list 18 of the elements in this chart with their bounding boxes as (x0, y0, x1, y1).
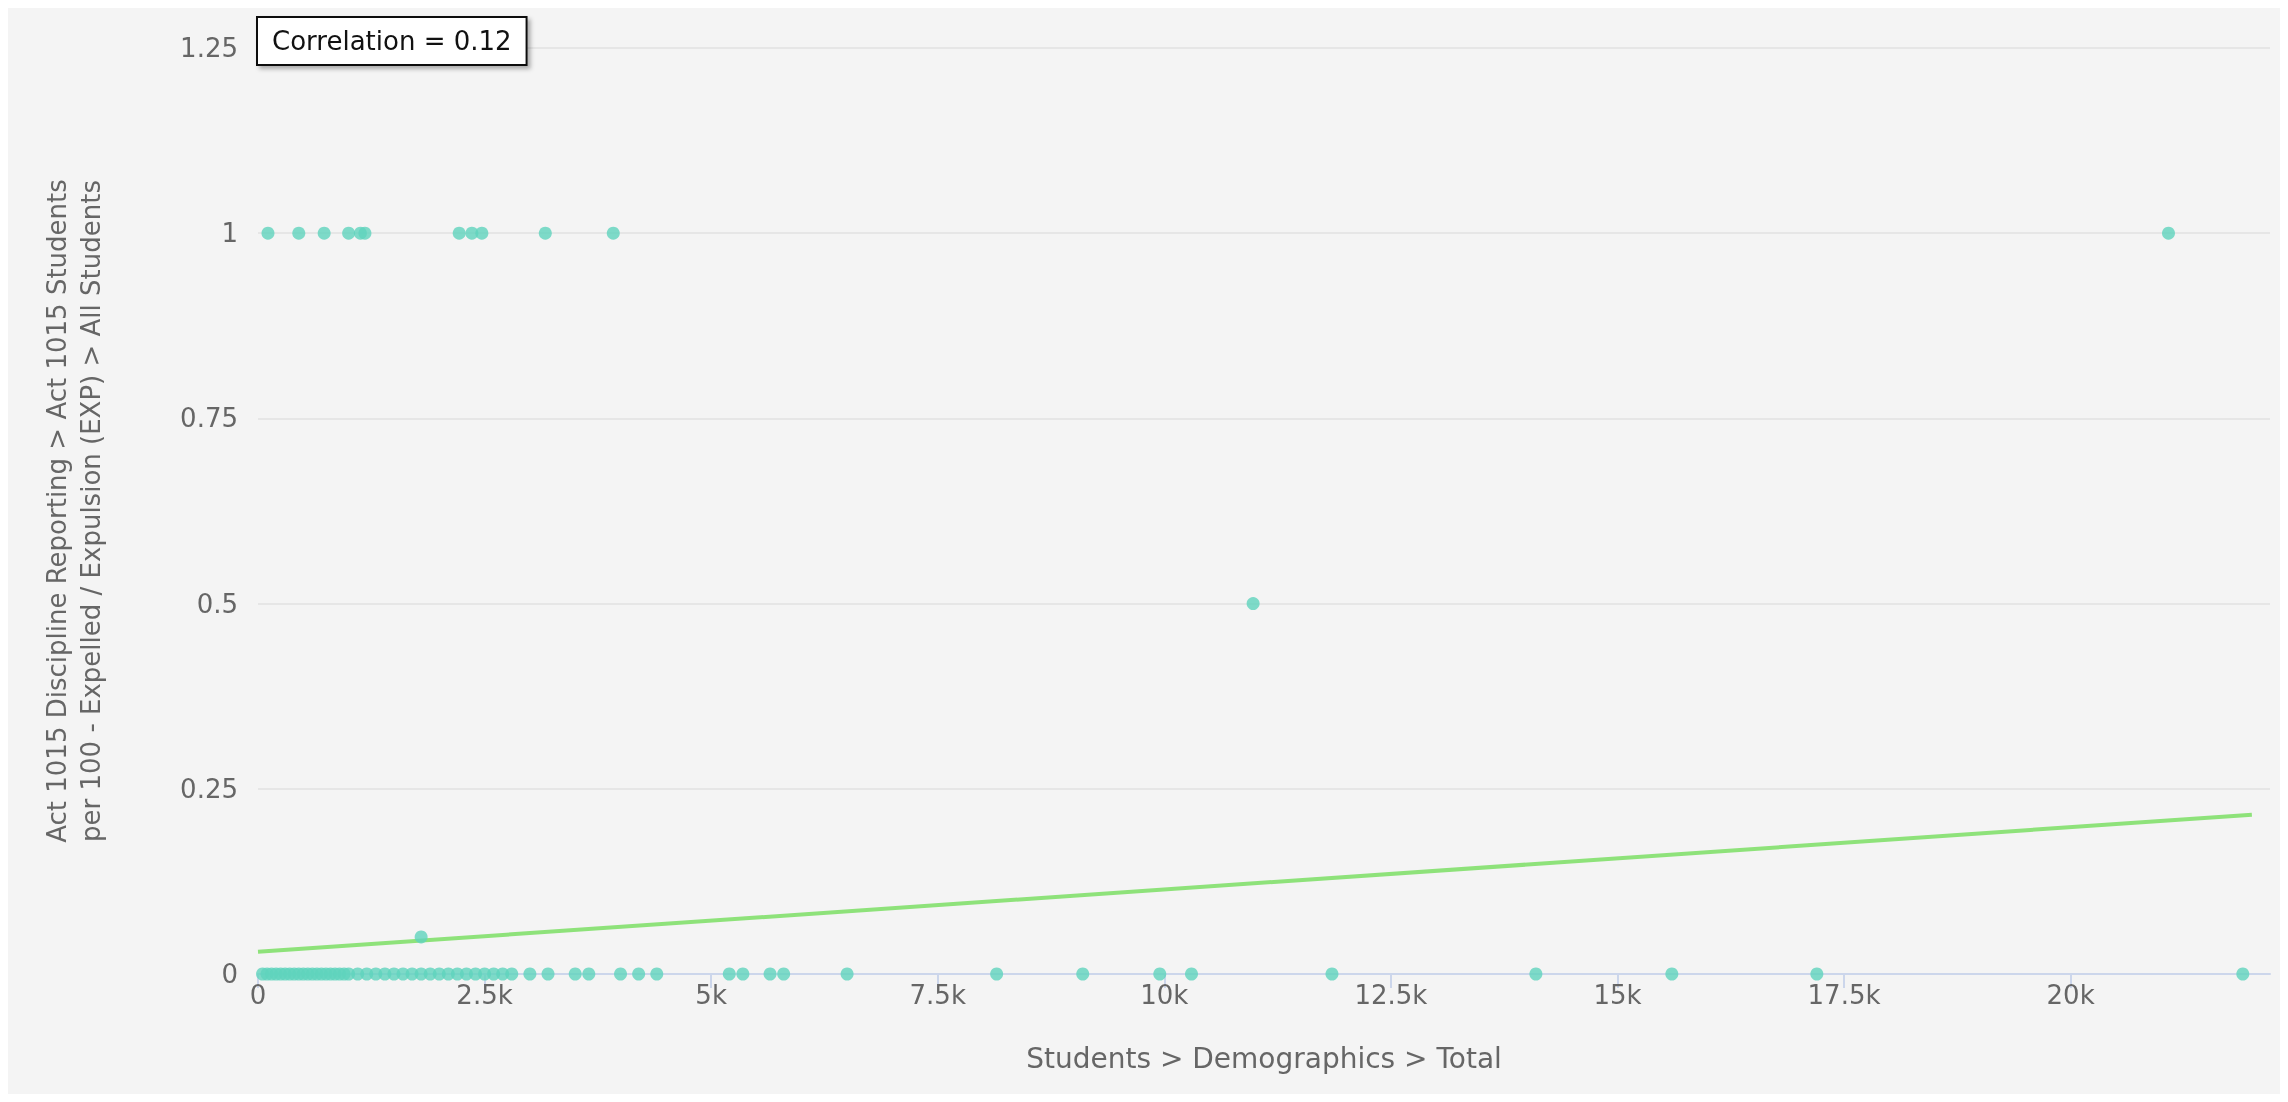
x-tick-label: 12.5k (1354, 980, 1428, 1010)
x-tick-label: 7.5k (909, 980, 966, 1010)
x-tick-label: 0 (249, 980, 267, 1010)
y-tick-label: 0 (221, 959, 238, 989)
y-tick-label: 0.25 (180, 773, 238, 804)
x-tick-label: 17.5k (1807, 980, 1881, 1010)
y-tick-label: 1.25 (180, 33, 238, 63)
x-tick-label: 15k (1593, 980, 1642, 1010)
x-tick-label: 20k (2046, 980, 2095, 1010)
x-tick-label: 10k (1140, 980, 1189, 1010)
y-tick-label: 0.75 (180, 403, 238, 434)
x-tick-label: 5k (695, 980, 727, 1010)
annotation: Correlation = 0.12 (272, 26, 512, 56)
x-axis-title: Students > Demographics > Total (1026, 1041, 1502, 1075)
y-axis-title: Act 1015 Discipline Reporting > Act 1015 Students per 100 - Expelled / Expulsion (EXP) > All Students (42, 179, 106, 843)
x-tick-label: 2.5k (456, 980, 513, 1010)
y-tick-label: 1 (221, 218, 238, 249)
y-tick-label: 0.5 (196, 588, 238, 619)
